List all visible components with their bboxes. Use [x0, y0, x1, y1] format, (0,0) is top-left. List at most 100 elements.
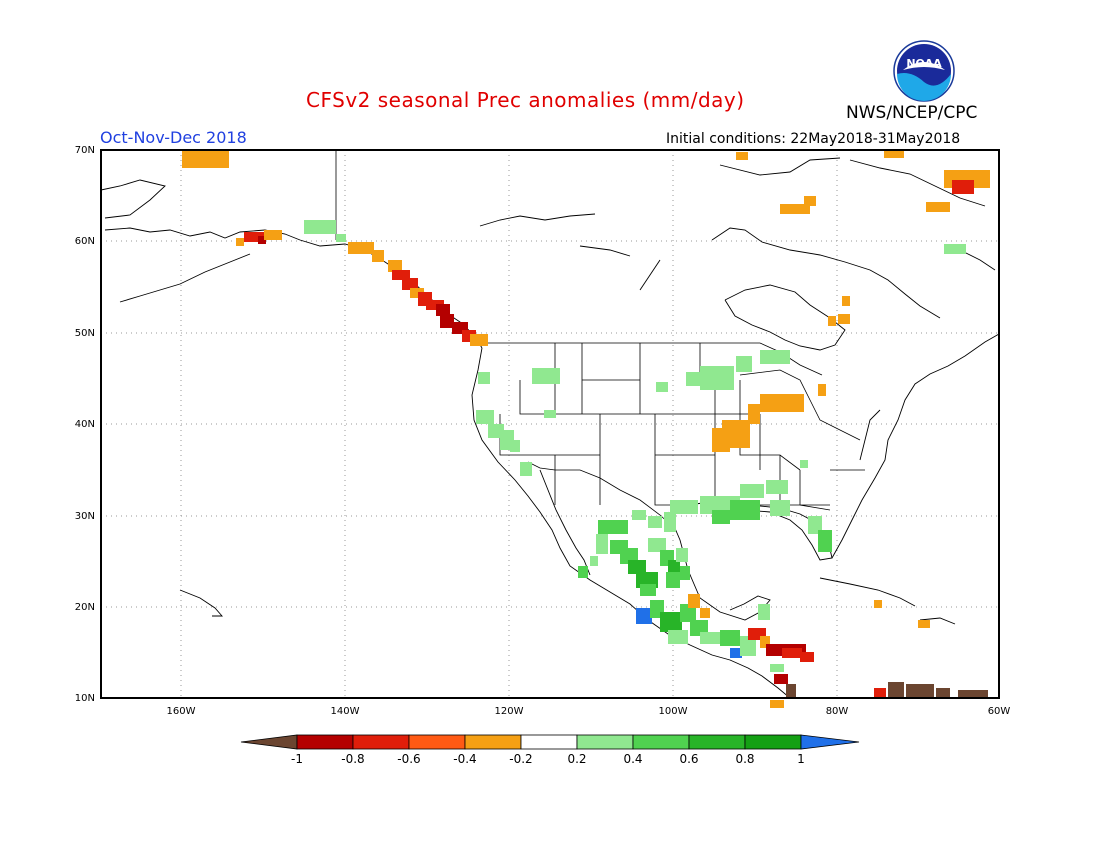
- anomaly-cell: [680, 566, 690, 580]
- colorbar-label: -1: [291, 752, 303, 766]
- lon-label: 160W: [167, 706, 196, 717]
- anomaly-cell: [748, 404, 760, 424]
- colorbar-arrow-high: [800, 734, 860, 750]
- anomaly-cell: [436, 304, 450, 316]
- anomaly-cell: [808, 516, 822, 534]
- anomaly-cell: [660, 612, 682, 632]
- anomaly-cell: [766, 480, 788, 494]
- colorbar-swatch: [520, 734, 578, 750]
- anomaly-cell: [760, 636, 770, 648]
- anomaly-cell: [842, 296, 850, 306]
- colorbar-swatch: [744, 734, 802, 750]
- anomaly-cell: [304, 220, 336, 234]
- lon-label: 100W: [659, 706, 688, 717]
- anomaly-cell: [736, 152, 748, 160]
- anomaly-cell: [760, 394, 804, 412]
- anomaly-cell: [926, 202, 950, 212]
- anomaly-cell: [906, 684, 934, 698]
- anomaly-cell: [758, 604, 770, 620]
- anomaly-cell: [668, 560, 680, 572]
- anomaly-cell: [740, 484, 764, 498]
- colorbar-label: -0.4: [453, 752, 476, 766]
- lat-label: 60N: [75, 236, 95, 247]
- anomaly-cell: [478, 372, 490, 384]
- lat-label: 30N: [75, 511, 95, 522]
- colorbar-tick-labels: -1 -0.8 -0.6 -0.4 -0.2 0.2 0.4 0.6 0.8 1: [291, 752, 805, 766]
- anomaly-cell: [388, 260, 402, 272]
- colorbar-swatch: [352, 734, 410, 750]
- colorbar-arrow-low: [240, 734, 298, 750]
- colorbar-label: 0.4: [623, 752, 642, 766]
- colorbar-swatch: [464, 734, 522, 750]
- anomaly-cell: [648, 538, 666, 552]
- anomaly-cell: [372, 250, 384, 262]
- anomaly-cell: [590, 556, 598, 566]
- anomaly-cell: [804, 196, 816, 206]
- anomaly-cell: [440, 314, 454, 328]
- anomaly-cell: [598, 520, 628, 534]
- anomaly-cell: [700, 608, 710, 618]
- anomaly-cell: [888, 682, 904, 698]
- anomaly-cell: [720, 630, 740, 646]
- anomaly-cell: [668, 630, 688, 644]
- anomaly-cell: [712, 510, 730, 524]
- anomaly-cell: [722, 420, 750, 448]
- anomaly-cell: [730, 500, 760, 520]
- anomaly-cell: [936, 688, 950, 698]
- anomaly-cell: [348, 242, 374, 254]
- anomaly-cell: [670, 500, 698, 514]
- lat-label: 40N: [75, 419, 95, 430]
- lat-label: 20N: [75, 602, 95, 613]
- agency-label: NWS/NCEP/CPC: [846, 103, 978, 123]
- anomaly-cell: [874, 600, 882, 608]
- anomaly-cell: [258, 236, 266, 244]
- anomaly-cell: [664, 512, 676, 532]
- map-border: [100, 149, 1000, 699]
- lon-label: 120W: [495, 706, 524, 717]
- colorbar: [240, 734, 860, 750]
- anomaly-cell: [760, 350, 790, 364]
- anomaly-cell: [818, 384, 826, 396]
- anomaly-cell: [264, 230, 282, 240]
- svg-text:NOAA: NOAA: [906, 57, 942, 70]
- anomaly-cell: [640, 584, 656, 596]
- anomaly-cell: [770, 664, 784, 672]
- anomaly-cell: [426, 300, 444, 310]
- lat-label: 50N: [75, 328, 95, 339]
- colorbar-swatch: [688, 734, 746, 750]
- anomaly-cell: [336, 234, 346, 242]
- noaa-logo-icon: NOAA: [893, 40, 955, 102]
- anomaly-cell: [740, 636, 756, 656]
- anomaly-cell: [632, 510, 646, 520]
- anomaly-cell: [676, 548, 688, 562]
- colorbar-swatch: [408, 734, 466, 750]
- anomaly-cell: [774, 674, 788, 684]
- colorbar-label: -0.8: [341, 752, 364, 766]
- anomaly-cell: [780, 204, 810, 214]
- initial-conditions-label: Initial conditions: 22May2018-31May2018: [666, 131, 961, 147]
- colorbar-swatch: [632, 734, 690, 750]
- anomaly-cell: [402, 278, 418, 290]
- anomaly-cell: [578, 566, 588, 578]
- anomaly-cell: [688, 594, 700, 608]
- colorbar-label: 0.2: [567, 752, 586, 766]
- anomaly-cell: [476, 410, 494, 424]
- chart-title: CFSv2 seasonal Prec anomalies (mm/day): [306, 88, 745, 112]
- colorbar-swatch: [296, 734, 354, 750]
- anomaly-cell: [628, 560, 646, 574]
- lon-tick-labels: 160W 140W 120W 100W 80W 60W: [167, 706, 1011, 717]
- season-label: Oct-Nov-Dec 2018: [100, 128, 247, 147]
- colorbar-swatch: [576, 734, 634, 750]
- anomaly-cell: [510, 440, 520, 452]
- anomaly-cell: [918, 620, 930, 628]
- anomaly-cell: [944, 244, 966, 254]
- anomaly-cell: [544, 410, 556, 418]
- anomaly-cell: [952, 180, 974, 194]
- anomaly-cell: [700, 366, 734, 390]
- anomaly-cell: [236, 238, 244, 246]
- anomaly-cell: [770, 500, 790, 516]
- anomaly-cell: [182, 150, 229, 168]
- anomaly-cell: [470, 334, 488, 346]
- lon-label: 80W: [826, 706, 849, 717]
